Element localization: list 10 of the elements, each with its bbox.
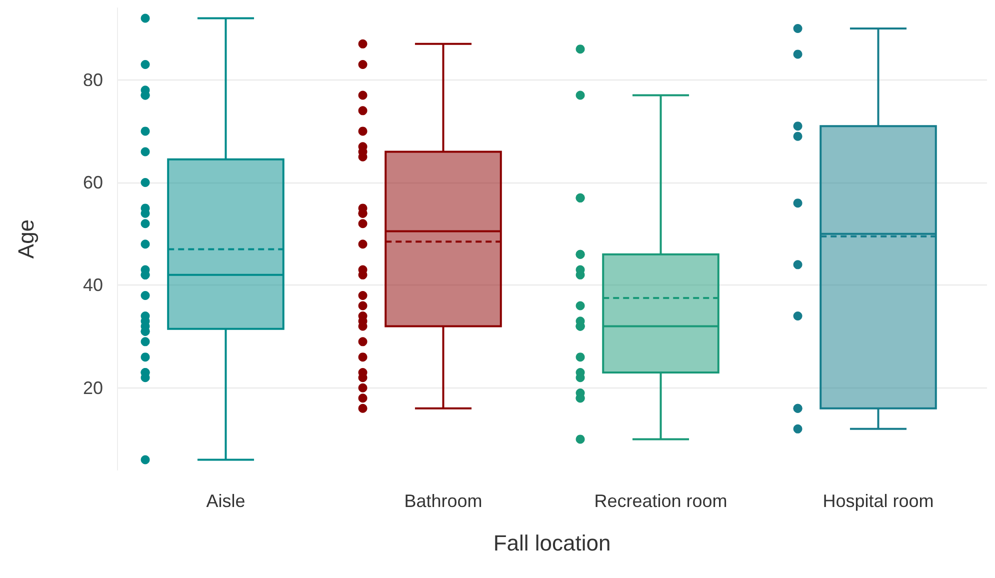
y-tick-label: 80 <box>82 70 103 90</box>
x-tick-label: Recreation room <box>594 491 728 511</box>
x-tick-label: Bathroom <box>404 491 482 511</box>
x-tick-label: Aisle <box>206 491 246 511</box>
y-axis-title: Age <box>14 219 38 259</box>
y-tick-label: 20 <box>82 378 103 398</box>
y-tick-label: 40 <box>82 275 103 296</box>
y-tick-label: 60 <box>82 172 103 193</box>
x-tick-label: Hospital room <box>822 491 934 511</box>
x-axis-title: Fall location <box>493 530 611 556</box>
